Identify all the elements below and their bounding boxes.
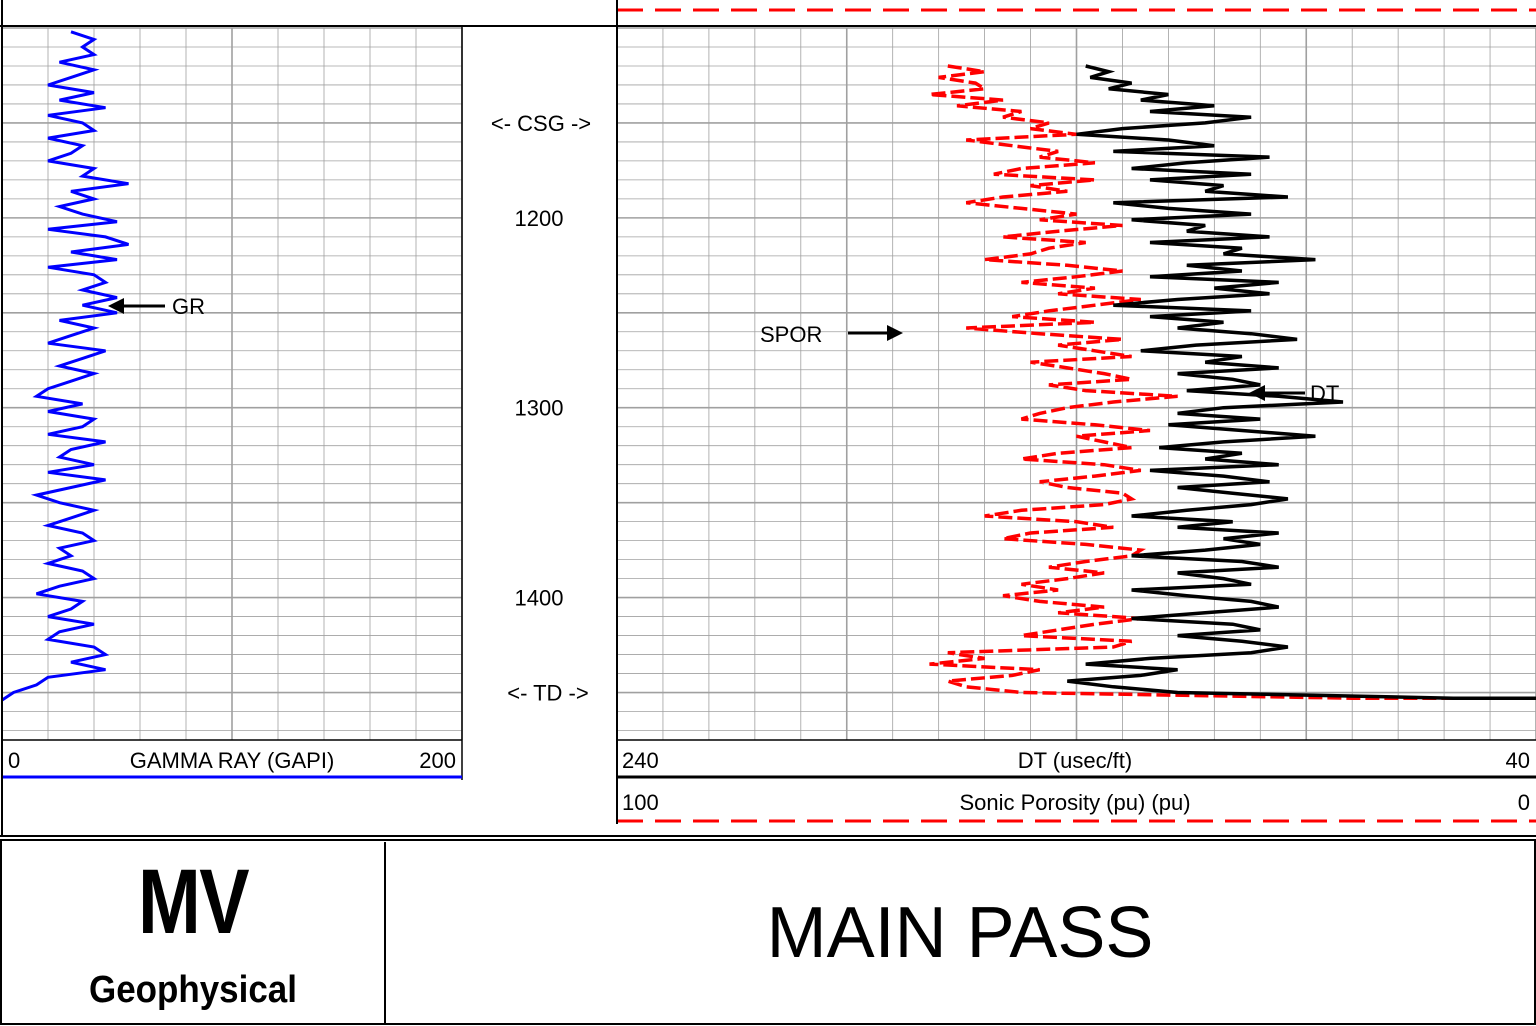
gr-scale-label: GAMMA RAY (GAPI) (130, 748, 335, 773)
spor-curve-label: SPOR (760, 322, 903, 347)
spor-scale-right: 0 (1518, 790, 1530, 815)
gr-label-text: GR (172, 294, 205, 319)
gr-arrowhead-icon (108, 298, 124, 314)
dt-label-text: DT (1310, 381, 1339, 406)
gr-scale-header: 0 GAMMA RAY (GAPI) 200 (2, 748, 462, 779)
logo-geophysical: Geophysical (89, 969, 297, 1011)
spor-scale-left: 100 (622, 790, 659, 815)
spor-scale-header: 100 Sonic Porosity (pu) (pu) 0 (617, 790, 1536, 823)
dt-scale-right: 40 (1506, 748, 1530, 773)
dt-scale-header: 240 DT (usec/ft) 40 (617, 748, 1536, 779)
dt-curve-label: DT (1249, 381, 1339, 406)
depth-label-1200: 1200 (515, 206, 564, 231)
spor-label-text: SPOR (760, 322, 822, 347)
td-marker: <- TD -> (507, 681, 589, 706)
gr-curve (1, 30, 129, 702)
spor-arrowhead-icon (887, 325, 903, 341)
dt-scale-left: 240 (622, 748, 659, 773)
depth-label-1300: 1300 (515, 396, 564, 421)
company-logo: MV Geophysical (2, 842, 386, 1024)
logo-mv: MV (138, 851, 250, 953)
spor-curve (929, 64, 1536, 700)
depth-track: 1200 1300 1400 <- CSG -> <- TD -> (491, 111, 591, 706)
dt-scale-label: DT (usec/ft) (1018, 748, 1133, 773)
depth-label-1400: 1400 (515, 586, 564, 611)
top-scale-header-remnant (617, 8, 1536, 27)
casing-marker: <- CSG -> (491, 111, 591, 136)
dt-curve (1067, 64, 1536, 700)
gr-scale-left: 0 (8, 748, 20, 773)
pass-title: MAIN PASS (766, 893, 1154, 973)
gr-scale-right: 200 (419, 748, 456, 773)
dt-arrowhead-icon (1249, 385, 1265, 401)
gr-curve-label: GR (108, 294, 205, 319)
spor-scale-label: Sonic Porosity (pu) (pu) (959, 790, 1190, 815)
